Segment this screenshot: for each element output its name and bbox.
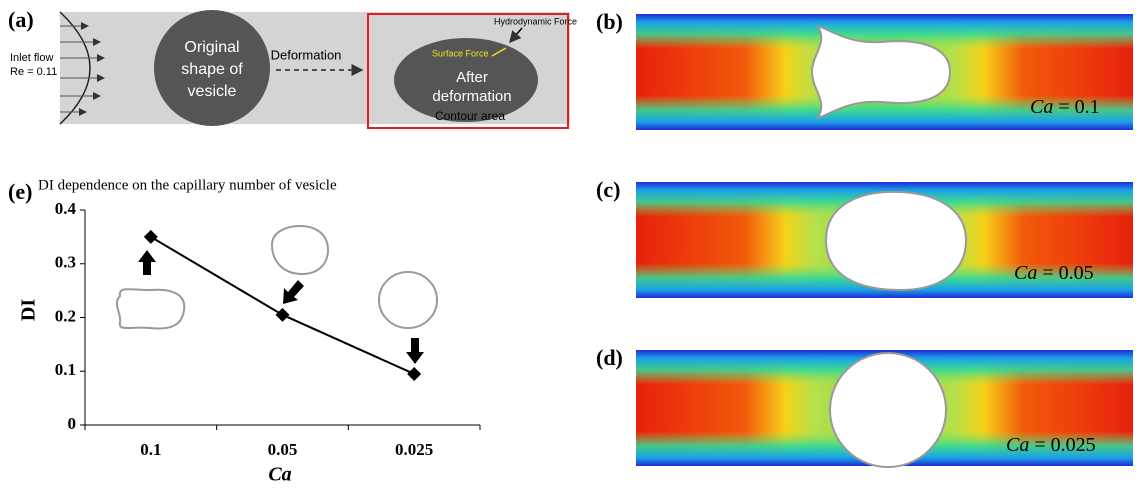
marker (144, 230, 158, 244)
marker (276, 308, 290, 322)
chart-title: DI dependence on the capillary number of… (38, 177, 337, 193)
y-axis-label: DI (18, 299, 40, 321)
panel-d: (d) Ca = 0.025 (596, 345, 1133, 467)
panel-b: (b) Ca = 0.1 (596, 9, 1133, 130)
y-tick-label: 0.4 (55, 199, 77, 218)
y-tick-label: 0.2 (55, 306, 76, 325)
y-tick-label: 0 (68, 414, 77, 433)
x-tick-label: 0.025 (395, 440, 433, 459)
ca-label: Ca = 0.05 (1014, 262, 1094, 284)
after-text: deformation (432, 88, 511, 105)
vesicle-text: vesicle (188, 83, 237, 100)
vesicle-text: shape of (181, 61, 243, 78)
arrow (283, 280, 304, 304)
after-text: After (456, 69, 488, 86)
ca-symbol: Ca (1006, 434, 1029, 456)
y-tick-label: 0.1 (55, 360, 76, 379)
vesicle-shape (272, 226, 328, 274)
ca-symbol: Ca (1014, 262, 1037, 284)
panel-label: (e) (8, 179, 32, 204)
panel-label: (b) (596, 9, 623, 34)
re-text: Re = 0.11 (10, 66, 57, 78)
ca-label: Ca = 0.1 (1030, 96, 1100, 118)
ca-value: = 0.025 (1034, 434, 1095, 456)
ca-symbol: Ca (1030, 96, 1053, 118)
panel-a: (a) Inlet flow Re = 0.11 Original shape … (8, 7, 577, 128)
vesicle-text: Original (184, 39, 239, 56)
vesicle (826, 192, 966, 290)
panel-label: (d) (596, 345, 623, 370)
panel-e: (e) DI dependence on the capillary numbe… (8, 177, 480, 485)
arrow (138, 250, 156, 275)
ca-value: = 0.1 (1058, 96, 1099, 118)
figure: (a) Inlet flow Re = 0.11 Original shape … (0, 0, 1137, 488)
vesicle (830, 353, 946, 467)
surface-text: Surface Force (432, 48, 489, 58)
ca-label: Ca = 0.025 (1006, 434, 1096, 456)
contour-text: Contour area (435, 109, 505, 123)
x-tick-label: 0.1 (140, 440, 161, 459)
y-tick-label: 0.3 (55, 253, 76, 272)
vesicle-shape (379, 272, 437, 328)
hydro-text: Hydrodynamic Force (494, 16, 577, 26)
x-axis-label: Ca (268, 464, 291, 486)
deformation-text: Deformation (271, 47, 342, 62)
panel-label: (a) (8, 7, 34, 32)
vesicle-shape (117, 289, 184, 328)
panel-label: (c) (596, 177, 620, 202)
inlet-text: Inlet flow (10, 52, 53, 64)
arrow (406, 338, 424, 364)
x-tick-label: 0.05 (268, 440, 298, 459)
panel-c: (c) Ca = 0.05 (596, 177, 1133, 298)
ca-value: = 0.05 (1042, 262, 1093, 284)
marker (407, 367, 421, 381)
